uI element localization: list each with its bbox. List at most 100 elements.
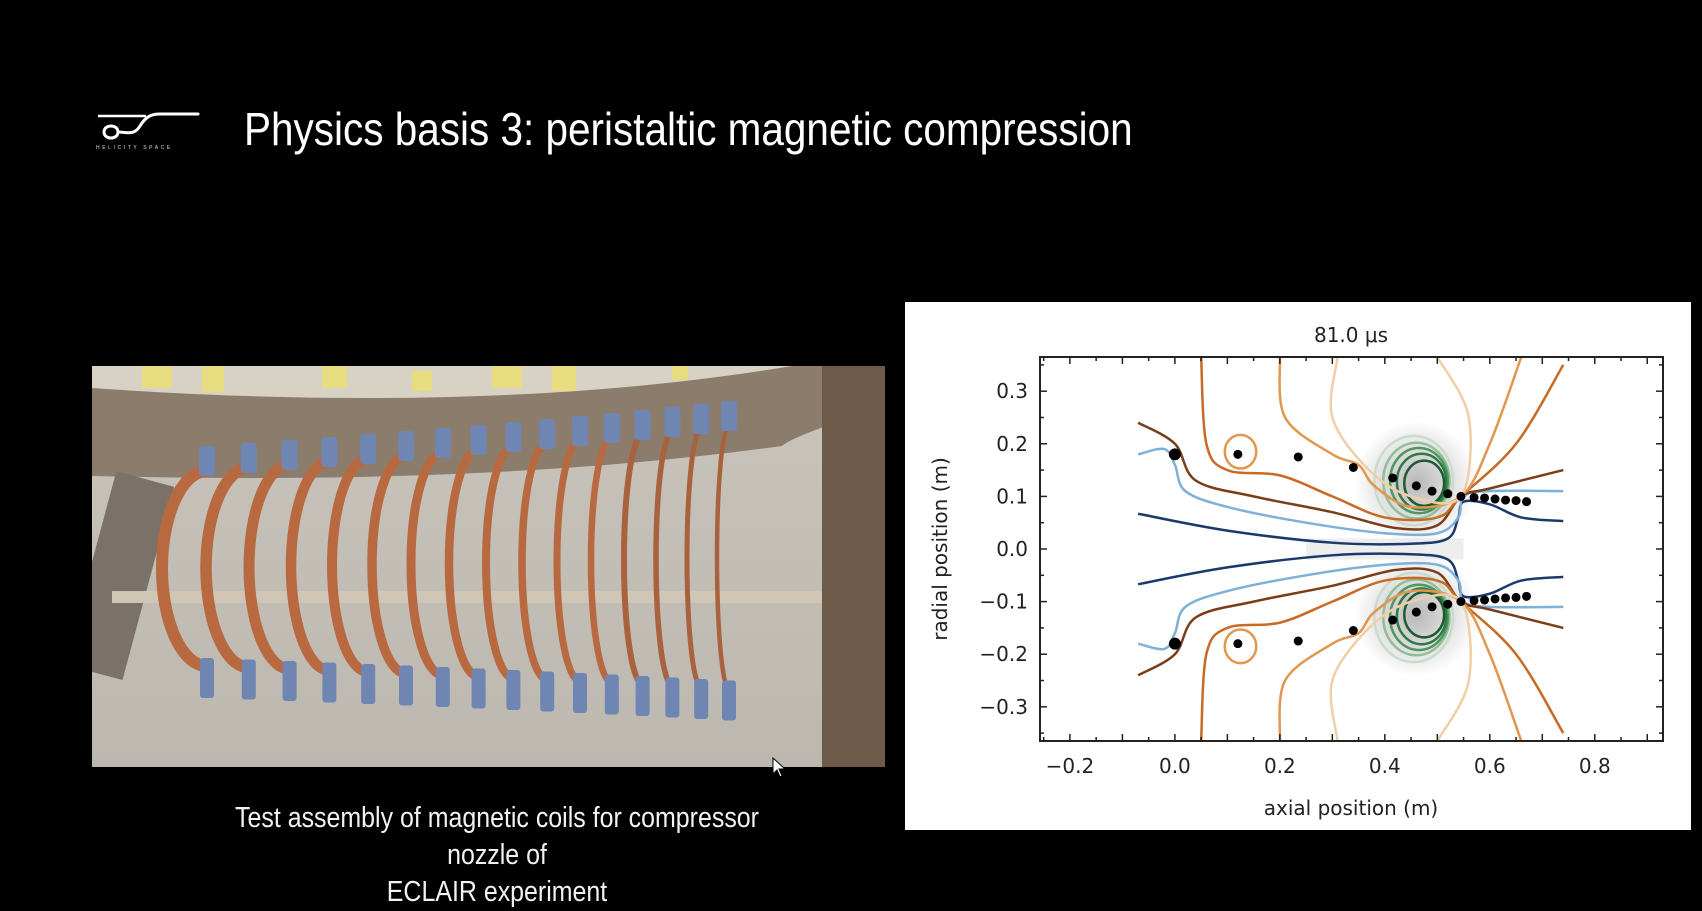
coil-marker [1456,597,1466,607]
contour-line-3 [1137,567,1564,677]
coil-bracket-bottom [399,665,413,706]
y-axis-label: radial position (m) [928,457,952,641]
coil-marker [1480,595,1490,605]
coil-ring [200,462,250,674]
y-tick-label: 0.2 [996,432,1028,456]
coil-bracket-bottom [471,668,486,709]
coil-bracket-top [321,437,338,467]
photo-caption: Test assembly of magnetic coils for comp… [196,800,798,911]
coil-bracket-bottom [540,671,555,712]
contour-line-4 [1199,576,1565,741]
x-tick-label: 0.0 [1159,754,1191,778]
coil-bracket-top [603,413,620,443]
coil-ring [684,426,702,690]
coil-bracket-top [360,434,377,464]
contour-loop [1402,459,1446,508]
coil-ring [482,443,514,682]
coil-bracket-top [470,425,487,455]
y-tick-label: −0.3 [979,695,1028,719]
contour-line-4 [1199,357,1565,522]
coil-bracket-bottom [361,664,376,704]
coil-bracket-bottom [694,679,709,719]
coil-marker [1293,452,1303,462]
caption-line-2: ECLAIR experiment [386,876,608,908]
coil-marker [1501,593,1511,603]
contour-loop [1223,628,1258,665]
coil-marker [1168,637,1181,650]
contour-loop [1223,433,1258,470]
contour-line-6 [1329,357,1472,505]
x-tick-label: 0.8 [1579,754,1611,778]
coil-ring [367,451,407,679]
contour-loop [1382,441,1451,520]
coil-ring [553,437,581,685]
coil-bracket-top [398,431,414,461]
contour-line-1 [1137,499,1564,546]
mouse-cursor-icon [772,757,787,778]
contour-loop [1402,590,1446,639]
contour-loop [1373,434,1455,527]
x-tick-label: −0.2 [1046,754,1095,778]
coil-ring [653,429,674,689]
logo-wordmark: HELICITY SPACE [96,145,173,151]
x-tick-label: 0.2 [1264,754,1296,778]
coil-marker [1501,495,1511,505]
coil-bracket-top [281,440,298,470]
coil-bracket-top [664,407,681,437]
coil-marker [1456,491,1466,501]
coil-marker [1469,492,1479,502]
coil-bracket-bottom [322,662,337,703]
coil-ring [285,456,330,676]
coil-marker [1490,494,1500,504]
coil-bracket-top [572,416,588,446]
coil-ring [444,445,480,681]
coil-bracket-top [539,419,556,449]
coil-bracket-bottom [665,677,680,718]
contour-line-3 [1137,421,1564,531]
coil-bracket-bottom [722,680,736,721]
coil-marker [1490,594,1500,604]
y-tick-label: −0.2 [979,642,1028,666]
coil-marker [1348,626,1358,636]
coil-bracket-top [721,401,737,431]
coil-marker [1522,591,1532,601]
contour-line-5 [1278,589,1523,741]
coil-bracket-top [693,404,710,434]
coil-marker [1411,481,1421,491]
copper-coil-rings [156,401,737,721]
coil-bracket-bottom [635,676,650,716]
coil-marker [1443,489,1453,499]
coil-bracket-bottom [200,658,214,698]
coil-marker [1411,607,1421,617]
coil-marker [1522,497,1532,507]
helicity-space-logo [98,112,200,140]
coil-marker [1388,615,1398,625]
contour-line-1 [1137,552,1564,599]
coil-bracket-top [634,410,651,440]
x-tick-label: 0.4 [1369,754,1401,778]
x-axis-label: axial position (m) [1264,796,1438,820]
coil-ring [587,434,613,686]
coil-bracket-bottom [573,673,587,713]
coil-marker [1469,596,1479,606]
coil-marker [1293,636,1303,646]
coil-bracket-top [505,422,522,452]
coil-marker [1233,639,1243,649]
y-tick-label: 0.3 [996,379,1028,403]
coil-bracket-bottom [506,670,521,710]
field-contour-plot: 81.0 μs −0.2 0.0 0.2 0.4 0.6 0.8 0.3 0.2 0.1 0.0 −… [905,302,1691,830]
coil-ring [243,459,291,675]
contour-line-6 [1329,593,1472,741]
coil-marker [1388,473,1398,483]
x-tick-label: 0.6 [1474,754,1506,778]
coil-ring [406,448,444,680]
coil-marker [1480,493,1490,503]
caption-line-1: Test assembly of magnetic coils for comp… [235,802,759,871]
contour-line-5 [1278,357,1523,509]
coil-assembly-photo [92,366,885,767]
y-tick-label: −0.1 [979,590,1028,614]
y-tick-label: 0.0 [996,537,1028,561]
contour-loop [1395,587,1448,646]
coil-ring [714,423,730,691]
plot-title: 81.0 μs [1314,323,1388,347]
